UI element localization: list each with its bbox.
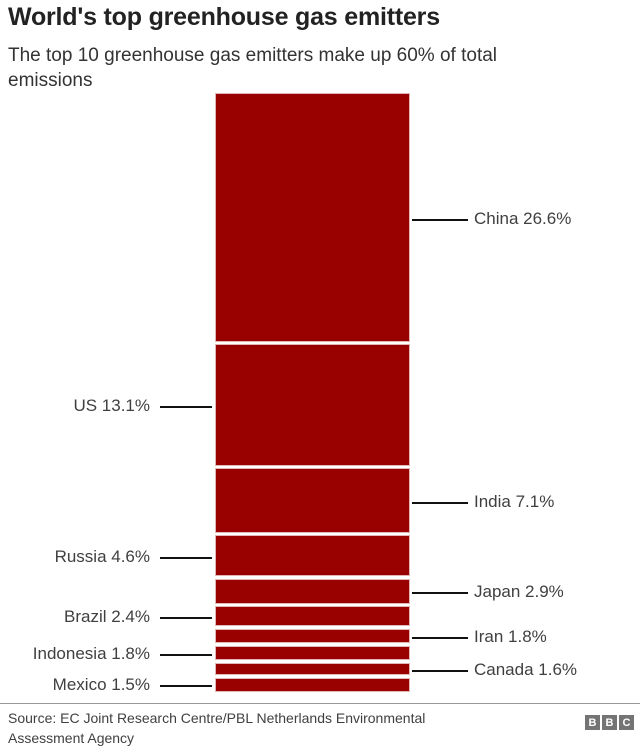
segment-label-indonesia: Indonesia 1.8%: [32, 644, 150, 663]
segment-label-china: China 26.6%: [474, 209, 572, 228]
segment-label-mexico: Mexico 1.5%: [52, 675, 150, 694]
bar-segment-russia: [215, 535, 410, 577]
callout-line-russia: [160, 557, 212, 559]
callout-line-us: [160, 406, 212, 408]
source-attribution: Source: EC Joint Research Centre/PBL Net…: [8, 710, 426, 746]
bbc-logo-block: B: [585, 715, 600, 730]
bar-segment-japan: [215, 578, 410, 604]
segment-label-us: US 13.1%: [73, 396, 150, 415]
segment-label-russia: Russia 4.6%: [54, 547, 150, 566]
segment-label-brazil: Brazil 2.4%: [64, 607, 150, 626]
bar-segment-brazil: [215, 606, 410, 627]
callout-line-indonesia: [160, 654, 212, 656]
footer-divider: [0, 703, 640, 704]
callout-line-india: [412, 502, 468, 504]
bar-segment-indonesia: [215, 645, 410, 661]
bar-segment-iran: [215, 628, 410, 644]
segment-label-japan: Japan 2.9%: [474, 582, 564, 601]
bar-segment-india: [215, 468, 410, 533]
bar-segment-china: [215, 93, 410, 342]
callout-line-iran: [412, 637, 468, 639]
chart-subtitle: The top 10 greenhouse gas emitters make …: [8, 45, 498, 91]
segment-label-canada: Canada 1.6%: [474, 660, 578, 679]
segment-label-iran: Iran 1.8%: [474, 627, 547, 646]
bbc-logo-block: C: [619, 715, 634, 730]
bbc-logo-block: B: [602, 715, 617, 730]
callout-line-japan: [412, 592, 468, 594]
bar-segment-us: [215, 344, 410, 466]
segment-label-india: India 7.1%: [474, 492, 555, 511]
callout-line-mexico: [160, 685, 212, 687]
bar-segment-canada: [215, 662, 410, 676]
callout-line-canada: [412, 670, 468, 672]
bar-segment-mexico: [215, 678, 410, 692]
chart-title: World's top greenhouse gas emitters: [8, 3, 440, 31]
callout-line-china: [412, 219, 468, 221]
callout-line-brazil: [160, 617, 212, 619]
